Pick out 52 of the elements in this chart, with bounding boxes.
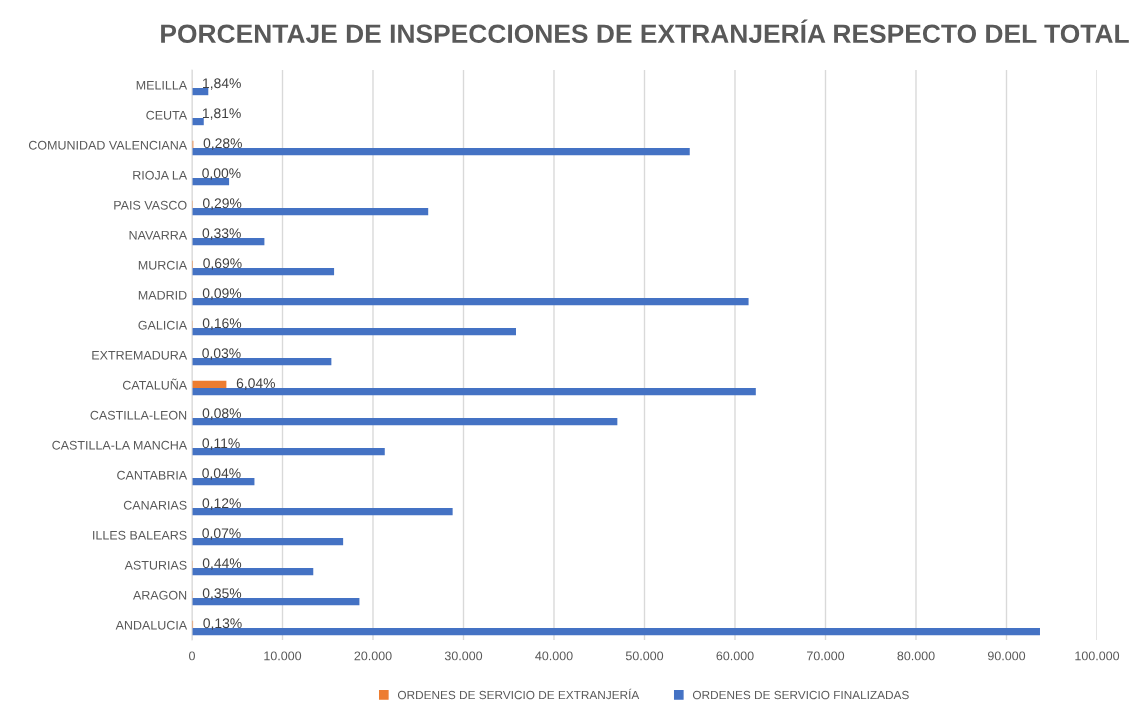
legend-label: ORDENES DE SERVICIO DE EXTRANJERÍA (397, 688, 640, 700)
y-tick-label: GALICIA (138, 320, 188, 330)
y-tick-label: EXTREMADURA (92, 350, 188, 360)
y-tick-label: CANTABRIA (117, 470, 188, 480)
annotation: 0,11% (202, 438, 240, 450)
annotation: 0,12% (202, 498, 241, 510)
annotation: 0,33% (202, 228, 241, 240)
annotation: 0,13% (203, 618, 242, 630)
annotation: 0,04% (202, 468, 241, 480)
x-tick-label: 0 (189, 651, 195, 661)
y-tick-label: MADRID (138, 290, 187, 300)
y-tick-label: CANARIAS (123, 500, 187, 510)
y-tick-label: PAIS VASCO (114, 200, 187, 210)
y-tick-label: ANDALUCIA (115, 620, 188, 630)
y-tick-label: CASTILLA-LEON (90, 410, 187, 420)
x-tick-label: 80.000 (897, 651, 935, 661)
x-tick-label: 60.000 (716, 651, 754, 661)
annotation: 0,09% (202, 288, 242, 300)
x-tick-label: 10.000 (264, 651, 302, 661)
annotation: 0,00% (202, 168, 241, 180)
y-tick-label: MELILLA (136, 80, 188, 90)
y-tick-label: CATALUÑA (122, 378, 188, 390)
annotation: 0,03% (202, 348, 241, 360)
annotation: 0,44% (202, 558, 242, 570)
y-tick-label: ASTURIAS (124, 560, 187, 570)
annotation: 0,07% (202, 528, 241, 540)
x-tick-label: 70.000 (807, 651, 845, 661)
annotation: 1,81% (202, 108, 241, 120)
legend-label: ORDENES DE SERVICIO FINALIZADAS (692, 690, 909, 700)
y-tick-label: NAVARRA (129, 230, 188, 240)
annotation: 0,69% (203, 258, 242, 270)
y-tick-label: CEUTA (146, 110, 188, 120)
x-tick-label: 90.000 (987, 651, 1026, 661)
x-tick-label: 100.000 (1075, 651, 1120, 661)
x-tick-label: 20.000 (354, 651, 392, 661)
y-tick-label: CASTILLA-LA MANCHA (52, 440, 188, 450)
y-tick-label: MURCIA (138, 260, 188, 270)
chart-title: PORCENTAJE DE INSPECCIONES DE EXTRANJERÍA RESPECTO DEL TOTAL (161, 19, 1129, 44)
x-tick-label: 40.000 (535, 651, 573, 661)
annotation: 0,29% (202, 198, 242, 210)
annotation: 1,84% (203, 78, 241, 90)
y-tick-label: COMUNIDAD VALENCIANA (28, 140, 188, 150)
x-tick-label: 50.000 (625, 651, 664, 661)
y-tick-label: ILLES BALEARS (93, 530, 187, 540)
annotation: 0,35% (202, 588, 242, 600)
x-tick-label: 30.000 (444, 651, 483, 661)
y-tick-label: RIOJA LA (133, 170, 188, 180)
annotation: 0,28% (203, 138, 242, 150)
annotation: 0,08% (202, 408, 241, 420)
annotation: 6,04% (236, 378, 275, 390)
y-tick-label: ARAGON (132, 590, 187, 600)
annotation: 0,16% (202, 318, 242, 330)
